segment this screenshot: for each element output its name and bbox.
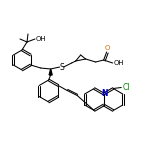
Text: O: O xyxy=(104,45,110,51)
Polygon shape xyxy=(49,69,52,75)
Text: N: N xyxy=(102,90,108,98)
Text: OH: OH xyxy=(114,60,124,66)
Text: OH: OH xyxy=(36,36,47,42)
Text: Cl: Cl xyxy=(122,83,130,92)
Text: S: S xyxy=(59,62,64,71)
